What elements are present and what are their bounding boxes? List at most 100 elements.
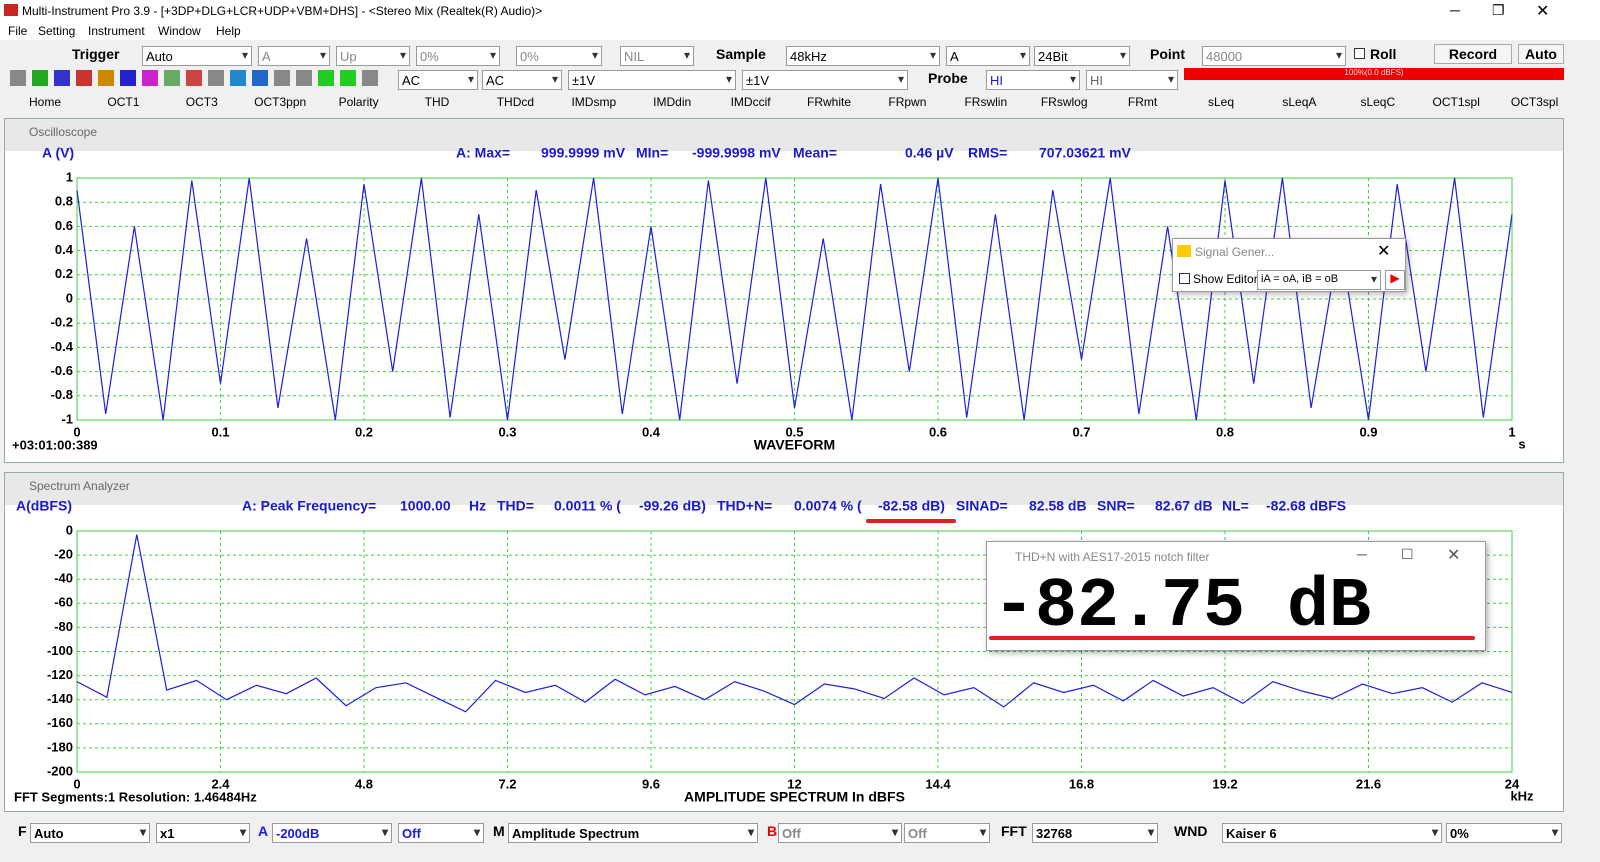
x-axis-label: AMPLITUDE SPECTRUM In dBFS <box>684 789 905 805</box>
dropdown[interactable]: Kaiser 6 <box>1222 823 1442 843</box>
menu-bar: File Setting Instrument Window Help <box>0 22 1600 40</box>
tool-icon[interactable] <box>54 70 70 86</box>
dropdown[interactable]: ±1V <box>742 70 908 90</box>
tool-icon[interactable] <box>98 70 114 86</box>
maximize[interactable]: ☐ <box>1401 546 1414 562</box>
menu-item[interactable]: Help <box>216 24 241 38</box>
tab[interactable]: sLeqC <box>1360 95 1396 109</box>
x-tick-label: 0.9 <box>1359 424 1377 439</box>
tool-icon[interactable] <box>230 70 246 86</box>
dropdown[interactable]: 48000 <box>1202 46 1346 66</box>
tool-icon[interactable] <box>296 70 312 86</box>
tab[interactable]: FRswlin <box>964 95 1008 109</box>
x-tick-label: 1 <box>1508 424 1515 439</box>
dropdown[interactable]: HI <box>986 70 1080 90</box>
tool-icon[interactable] <box>252 70 268 86</box>
tool-icon[interactable] <box>142 70 158 86</box>
tool-icon[interactable] <box>318 70 334 86</box>
checkbox[interactable] <box>1179 273 1190 284</box>
dropdown[interactable]: AC <box>482 70 562 90</box>
tool-icon[interactable] <box>274 70 290 86</box>
tab[interactable]: OCT1spl <box>1432 95 1480 109</box>
stat: -99.26 dB) <box>639 498 706 514</box>
tab[interactable]: FRmt <box>1127 95 1158 109</box>
dropdown[interactable]: A <box>946 46 1030 66</box>
tab[interactable]: FRpwn <box>888 95 927 109</box>
button[interactable]: Record <box>1434 44 1512 64</box>
dropdown[interactable]: Off <box>778 823 902 843</box>
tab[interactable]: IMDccif <box>730 95 771 109</box>
stat: A: Peak Frequency= <box>242 498 376 514</box>
dropdown[interactable]: 48kHz <box>786 46 940 66</box>
tab[interactable]: Polarity <box>338 95 379 109</box>
close[interactable]: ✕ <box>1536 3 1550 20</box>
tab[interactable]: IMDsmp <box>571 95 617 109</box>
menu-item[interactable]: Instrument <box>88 24 145 38</box>
dropdown[interactable]: ±1V <box>568 70 736 90</box>
dropdown[interactable]: NIL <box>620 46 694 66</box>
tab[interactable]: sLeq <box>1207 95 1235 109</box>
close[interactable]: ✕ <box>1447 547 1461 564</box>
stat: SNR= <box>1097 498 1135 514</box>
button[interactable]: Auto <box>1518 44 1564 64</box>
dropdown[interactable]: x1 <box>156 823 250 843</box>
maximize[interactable]: ❐ <box>1492 2 1505 18</box>
tool-icon[interactable] <box>76 70 92 86</box>
tab[interactable]: THDcd <box>496 95 535 109</box>
dropdown[interactable]: AC <box>398 70 478 90</box>
tool-icon[interactable] <box>10 70 26 86</box>
tab[interactable]: IMDdin <box>653 95 692 109</box>
tab[interactable]: Home <box>28 95 61 109</box>
menu-item[interactable]: Window <box>158 24 201 38</box>
dropdown[interactable]: Off <box>398 823 484 843</box>
dropdown[interactable]: 32768 <box>1032 823 1158 843</box>
stat: RMS= <box>968 145 1007 161</box>
tool-icon[interactable] <box>208 70 224 86</box>
menu-item[interactable]: Setting <box>38 24 76 38</box>
minimize[interactable]: ─ <box>1450 2 1460 18</box>
series-line <box>76 534 1513 713</box>
tool-icon[interactable] <box>340 70 356 86</box>
tool-icon[interactable] <box>120 70 136 86</box>
checkbox[interactable] <box>1354 48 1365 59</box>
dropdown[interactable]: Amplitude Spectrum <box>508 823 758 843</box>
tool-icon[interactable] <box>32 70 48 86</box>
tab[interactable]: OCT3ppn <box>254 95 307 109</box>
tab[interactable]: OCT1 <box>107 95 140 109</box>
x-tick-label: 0.1 <box>211 424 229 439</box>
dropdown[interactable]: Up <box>336 46 410 66</box>
tool-icon[interactable] <box>164 70 180 86</box>
tab[interactable]: OCT3spl <box>1510 95 1559 109</box>
dropdown[interactable]: Auto <box>142 46 252 66</box>
stat: -82.68 dBFS <box>1266 498 1346 514</box>
tab[interactable]: FRwhite <box>806 95 851 109</box>
close[interactable]: ✕ <box>1377 243 1391 260</box>
dropdown[interactable]: A <box>258 46 330 66</box>
dropdown[interactable]: 0% <box>416 46 500 66</box>
y-tick-label: 0 <box>66 290 73 305</box>
stat: THD= <box>497 498 534 514</box>
minimize[interactable]: ─ <box>1357 546 1367 562</box>
tool-icon[interactable] <box>362 70 378 86</box>
mapping-combo[interactable]: iA = oA, iB = oB <box>1257 270 1381 290</box>
dropdown[interactable]: 0% <box>1446 823 1562 843</box>
dropdown[interactable]: Auto <box>30 823 150 843</box>
dropdown[interactable]: Off <box>904 823 990 843</box>
tab[interactable]: THD <box>424 95 450 109</box>
x-tick-label: 24 <box>1505 776 1520 791</box>
tool-icon[interactable] <box>186 70 202 86</box>
label: A <box>258 823 269 839</box>
y-tick-label: -80 <box>54 619 73 634</box>
dropdown[interactable]: HI <box>1086 70 1178 90</box>
dropdown[interactable]: 24Bit <box>1034 46 1130 66</box>
dropdown[interactable]: 0% <box>516 46 602 66</box>
menu-item[interactable]: File <box>8 24 28 38</box>
tab[interactable]: sLeqA <box>1282 95 1317 109</box>
label: Roll <box>1370 46 1397 62</box>
timestamp: +03:01:00:389 <box>12 437 98 452</box>
tab[interactable]: OCT3 <box>185 95 218 109</box>
tab[interactable]: FRswlog <box>1040 95 1088 109</box>
stat: 0.46 µV <box>905 145 954 161</box>
run-button[interactable]: ▶ <box>1385 270 1405 290</box>
dropdown[interactable]: -200dB <box>272 823 392 843</box>
